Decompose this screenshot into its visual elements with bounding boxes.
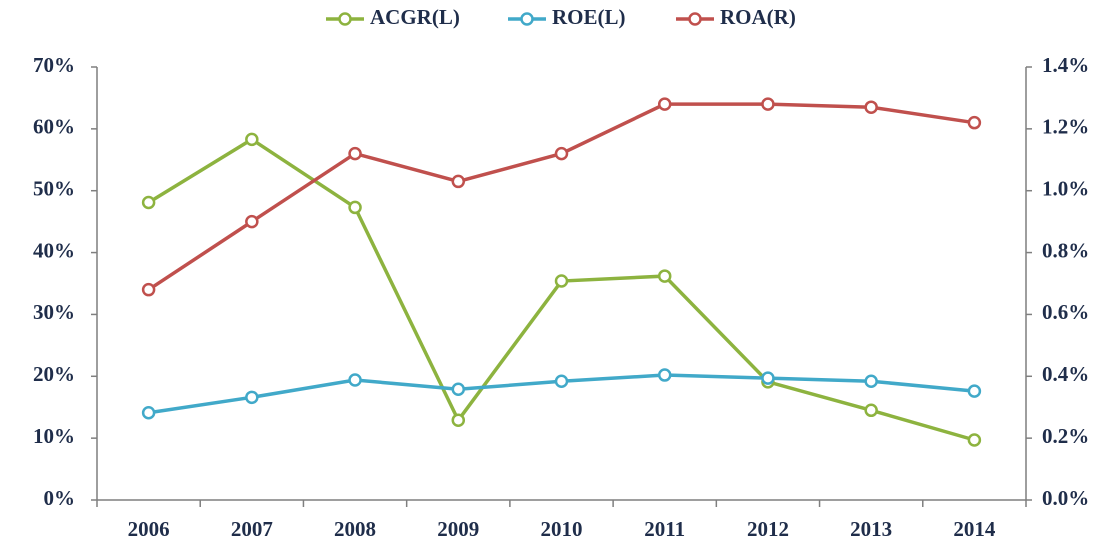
x-tick-label: 2013 [850, 517, 892, 541]
y-tick-label: 70% [33, 53, 75, 77]
point [451, 413, 466, 427]
point [348, 200, 362, 215]
point [967, 115, 982, 130]
point [864, 403, 878, 418]
y-tick-label: 60% [33, 115, 75, 139]
y-tick-label: 50% [33, 177, 75, 201]
y2-tick-label: 1.2% [1042, 115, 1089, 139]
legend-label: ACGR(L) [370, 5, 460, 29]
legend-marker [688, 12, 702, 26]
point [348, 146, 362, 161]
x-tick-label: 2009 [437, 517, 479, 541]
point [451, 382, 466, 397]
y2-tick-label: 0.8% [1042, 238, 1089, 262]
point [657, 97, 672, 111]
x-tick-label: 2011 [644, 517, 685, 541]
y2-tick-label: 1.4% [1042, 53, 1089, 77]
y-tick-label: 30% [33, 300, 75, 324]
point [864, 100, 878, 114]
point [245, 390, 259, 405]
point [761, 371, 775, 385]
y2-tick-label: 0.2% [1042, 424, 1089, 448]
point [451, 174, 466, 189]
point [141, 282, 156, 297]
legend-marker [338, 12, 352, 26]
x-tick-label: 2007 [231, 517, 273, 541]
x-tick-label: 2010 [541, 517, 583, 541]
point [141, 195, 156, 210]
y-tick-label: 10% [33, 424, 75, 448]
point [554, 374, 569, 388]
point [657, 269, 672, 283]
series-line [147, 102, 975, 292]
point [967, 384, 982, 398]
x-tick-label: 2012 [747, 517, 789, 541]
y2-tick-label: 0.4% [1042, 362, 1089, 386]
point [348, 373, 362, 387]
y2-tick-label: 0.6% [1042, 300, 1089, 324]
x-tick-label: 2006 [128, 517, 170, 541]
y2-tick-label: 1.0% [1042, 177, 1089, 201]
x-tick-label: 2008 [334, 517, 376, 541]
point [761, 97, 775, 111]
legend-label: ROA(R) [720, 5, 796, 29]
point [554, 274, 569, 288]
y-tick-label: 40% [33, 238, 75, 262]
point [864, 374, 878, 388]
point [245, 214, 259, 229]
point [554, 146, 569, 161]
point [657, 368, 672, 382]
legend-label: ROE(L) [552, 5, 626, 29]
point [245, 132, 259, 147]
legend-marker [520, 12, 534, 26]
y-tick-label: 0% [44, 486, 76, 510]
point [141, 406, 156, 420]
y-tick-label: 20% [33, 362, 75, 386]
y2-tick-label: 0.0% [1042, 486, 1089, 510]
point [967, 433, 982, 447]
x-tick-label: 2014 [953, 517, 996, 541]
